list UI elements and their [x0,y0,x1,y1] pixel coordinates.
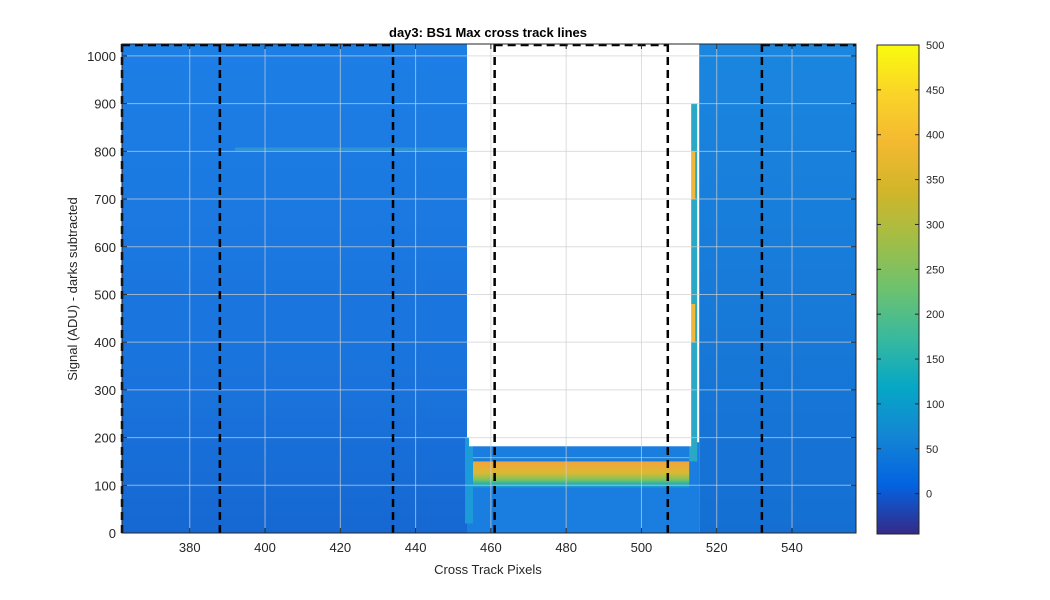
colorbar-tick-label: 450 [926,85,944,97]
colorbar-scale [876,44,920,535]
y-tick-label: 200 [94,431,116,446]
heatmap-edge-highlights [234,44,698,524]
colorbar-tick-label: 500 [926,40,944,52]
colorbar-tick-label: 200 [926,309,944,321]
right-edge-hot-lower [691,304,696,343]
x-tick-label: 380 [179,540,201,555]
signal-streak [234,147,468,151]
plot-frame [121,43,857,534]
colorbar-tick-label: 150 [926,354,944,366]
saturated-region [469,44,692,447]
y-tick-label: 1000 [87,49,116,64]
colorbar-tick-label: 350 [926,175,944,187]
y-axis-label: Signal (ADU) - darks subtracted [65,197,80,381]
y-tick-label: 600 [94,240,116,255]
y-tick-label: 0 [109,526,116,541]
y-tick-label: 100 [94,478,116,493]
right-edge-hot-upper [691,151,696,200]
y-tick-label: 900 [94,97,116,112]
chart-title: day3: BS1 Max cross track lines [389,25,587,40]
colorbar: 0 50 100 150 200 250 300 350 400 450 500 [876,40,944,535]
y-tick-label: 300 [94,383,116,398]
y-tick-label: 800 [94,144,116,159]
colorbar-tick-label: 100 [926,399,944,411]
colorbar-tick-label: 300 [926,219,944,231]
x-tick-label: 420 [329,540,351,555]
x-tick-label: 440 [405,540,427,555]
colorbar-tick-label: 400 [926,130,944,142]
y-tick-label: 400 [94,335,116,350]
right-edge-ramp [689,103,698,462]
colorbar-tick-label: 250 [926,264,944,276]
x-tick-label: 520 [706,540,728,555]
x-tick-label: 540 [781,540,803,555]
x-tick-label: 400 [254,540,276,555]
y-tick-label: 700 [94,192,116,207]
heatmap-left-region [122,44,468,533]
left-edge-ramp [465,437,474,524]
x-axis-ticks: 380 400 420 440 460 480 500 520 540 [179,44,803,555]
x-tick-label: 460 [480,540,502,555]
plot-area [120,43,857,534]
y-axis-ticks: 0 100 200 300 400 500 600 700 800 900 1000 [87,49,856,541]
x-axis-label: Cross Track Pixels [434,562,542,577]
colorbar-ticks: 0 50 100 150 200 250 300 350 400 450 500 [877,40,944,501]
colorbar-tick-label: 50 [926,444,938,456]
colorbar-tick-label: 0 [926,489,932,501]
signal-band-highlight [471,461,690,488]
x-tick-label: 480 [555,540,577,555]
y-tick-label: 500 [94,287,116,302]
heatmap-right-region [699,44,856,533]
x-tick-label: 500 [631,540,653,555]
